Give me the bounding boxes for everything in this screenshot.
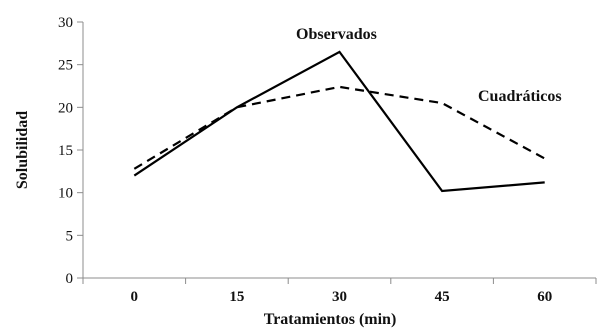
y-tick-label: 25	[58, 58, 73, 74]
series-line-cuadraticos	[133, 85, 546, 170]
y-tick-label: 30	[58, 15, 73, 31]
y-tick-label: 15	[58, 143, 73, 159]
x-tick-label: 60	[537, 289, 552, 305]
x-axis-ticks: 0 15 30 45 60	[82, 278, 597, 305]
x-axis-title: Tratamientos (min)	[264, 311, 397, 328]
series-line-observados	[133, 50, 545, 193]
y-tick-label: 0	[66, 271, 74, 287]
series-label-cuadraticos: Cuadráticos	[478, 88, 562, 105]
x-tick-label: 30	[332, 289, 347, 305]
axes	[82, 22, 596, 279]
x-tick-label: 0	[131, 289, 139, 305]
y-tick-label: 5	[66, 228, 74, 244]
series-lines	[133, 50, 546, 193]
y-tick-label: 20	[58, 100, 73, 116]
series-label-observados: Observados	[296, 26, 377, 43]
x-tick-label: 45	[435, 289, 450, 305]
x-tick-label: 15	[229, 289, 244, 305]
y-tick-label: 10	[58, 186, 73, 202]
y-axis-title: Solubilidad	[14, 111, 31, 189]
series-labels: Observados Cuadráticos	[296, 26, 562, 105]
y-axis-ticks: 0 5 10 15 20 25 30	[58, 15, 83, 287]
